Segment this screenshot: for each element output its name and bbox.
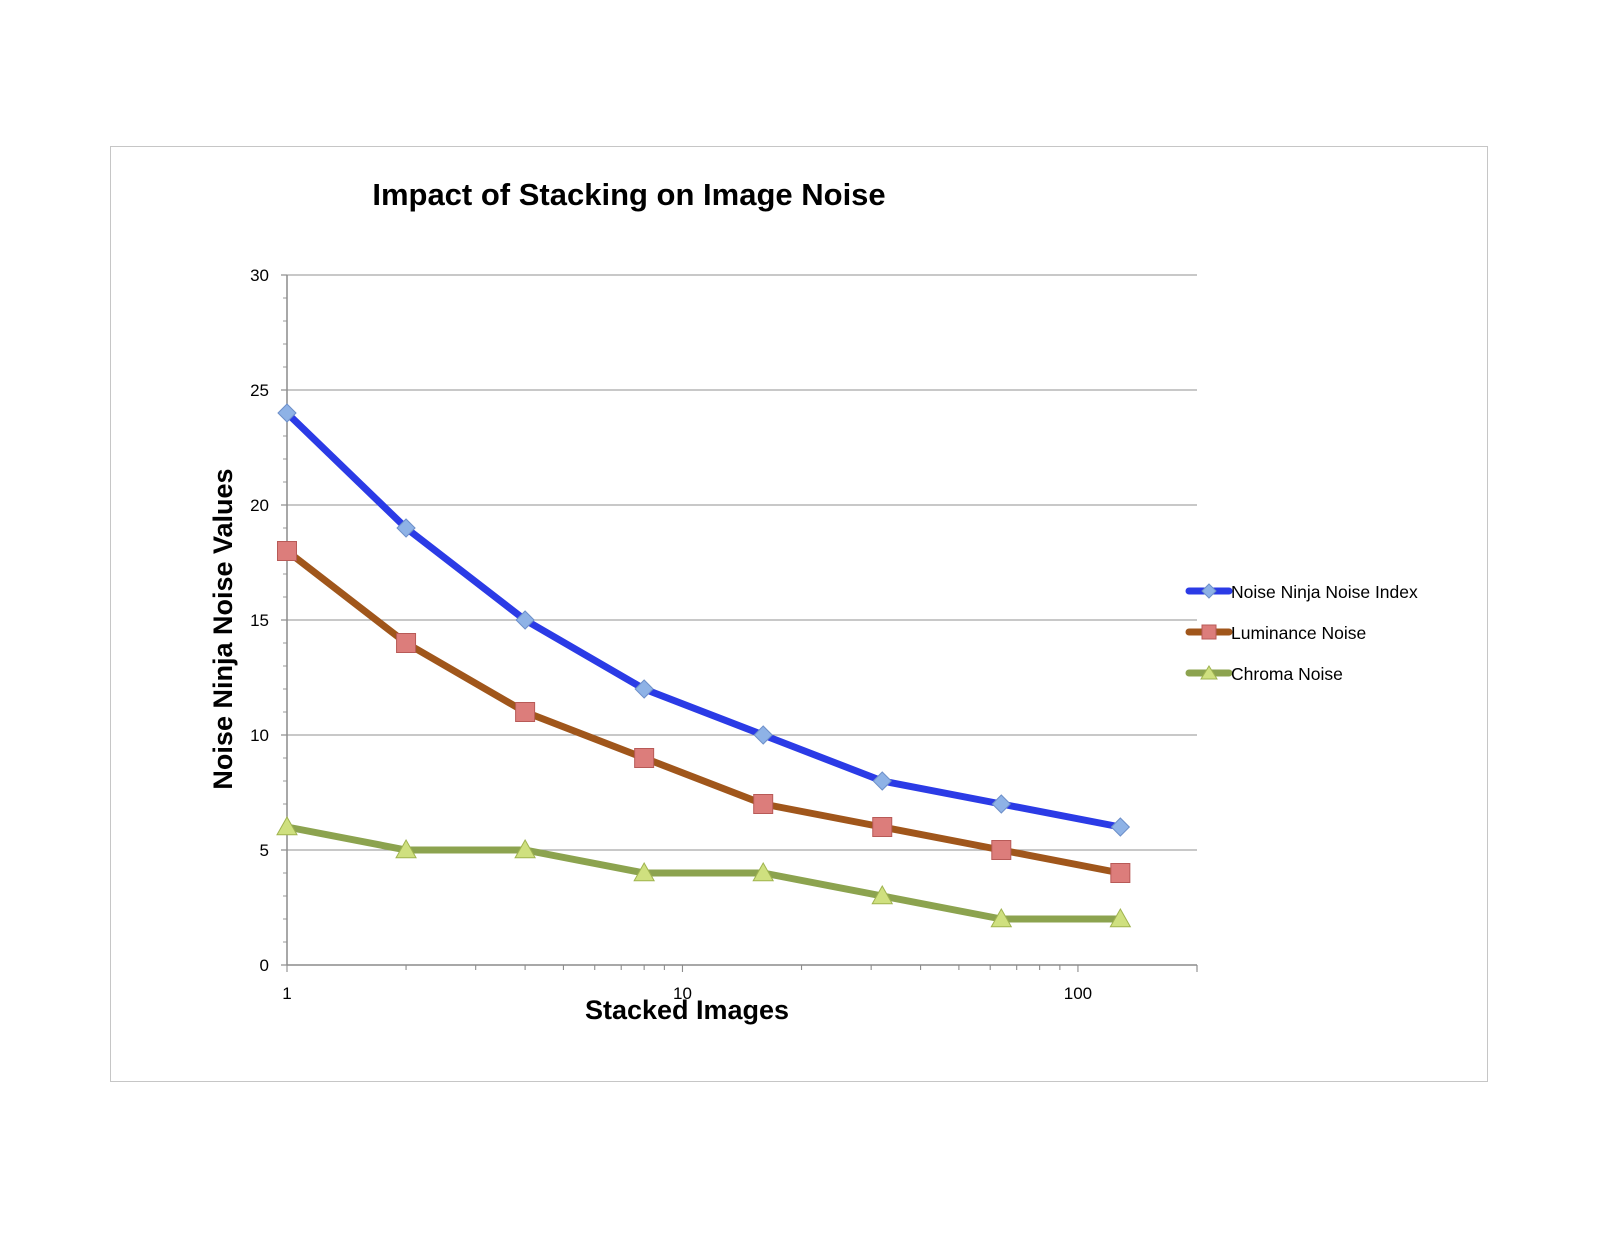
- y-tick-label: 5: [260, 841, 269, 860]
- legend-item: Luminance Noise: [1185, 623, 1366, 643]
- y-tick-label: 30: [250, 266, 269, 285]
- data-point: [991, 840, 1012, 860]
- legend-marker: [1201, 583, 1217, 599]
- x-tick-label: 10: [673, 984, 692, 1003]
- data-point: [634, 748, 655, 768]
- legend-label: Chroma Noise: [1231, 664, 1343, 684]
- data-point: [515, 702, 536, 722]
- gridlines: [287, 274, 1197, 851]
- series-noise-ninja-noise-index: [277, 403, 1131, 837]
- data-point: [276, 815, 298, 836]
- data-point: [634, 679, 654, 699]
- y-tick-label: 20: [250, 496, 269, 515]
- data-point: [277, 403, 297, 423]
- data-point: [396, 633, 417, 653]
- chart-frame: Impact of Stacking on Image Noise 0 5 10 15…: [110, 146, 1488, 1082]
- series-chroma-noise: [276, 815, 1132, 928]
- data-point: [753, 725, 773, 745]
- x-axis-title: Stacked Images: [585, 995, 789, 1025]
- data-point: [871, 884, 894, 905]
- data-point: [990, 907, 1013, 928]
- series-line: [283, 409, 1124, 831]
- data-point: [395, 838, 417, 859]
- legend-label: Noise Ninja Noise Index: [1231, 582, 1418, 602]
- chart-title: Impact of Stacking on Image Noise: [372, 177, 885, 212]
- data-point: [1109, 907, 1132, 928]
- data-point: [1110, 863, 1131, 883]
- data-point: [1110, 817, 1131, 837]
- y-axis-title: Noise Ninja Noise Values: [208, 468, 238, 789]
- legend-item: Noise Ninja Noise Index: [1185, 582, 1418, 602]
- y-tick-label: 25: [250, 381, 269, 400]
- data-point: [872, 771, 892, 791]
- y-tick-label: 0: [260, 956, 269, 975]
- data-point: [872, 817, 893, 837]
- series-luminance-noise: [277, 541, 1131, 883]
- data-point: [633, 861, 656, 882]
- legend-marker: [1201, 624, 1217, 640]
- data-point: [752, 861, 775, 882]
- y-tick-label: 15: [250, 611, 269, 630]
- y-tick-label: 10: [250, 726, 269, 745]
- axes: 0 5 10 15 20 25 30 1 10 100: [250, 266, 1198, 1003]
- data-point: [396, 518, 416, 538]
- series-layer: [276, 403, 1132, 928]
- x-tick-label: 100: [1064, 984, 1092, 1003]
- series-line: [283, 547, 1124, 877]
- data-point: [515, 610, 535, 630]
- series-line: [283, 823, 1124, 923]
- data-point: [753, 794, 774, 814]
- data-point: [277, 541, 297, 561]
- legend-label: Luminance Noise: [1231, 623, 1366, 643]
- data-point: [514, 838, 536, 859]
- legend-marker: [1200, 665, 1218, 680]
- legend-item: Chroma Noise: [1185, 664, 1343, 684]
- legend: Noise Ninja Noise Index Luminance Noise Ch…: [1185, 582, 1418, 684]
- line-chart: Impact of Stacking on Image Noise 0 5 10 15…: [208, 177, 1418, 1025]
- x-tick-label: 1: [282, 984, 291, 1003]
- data-point: [991, 794, 1012, 814]
